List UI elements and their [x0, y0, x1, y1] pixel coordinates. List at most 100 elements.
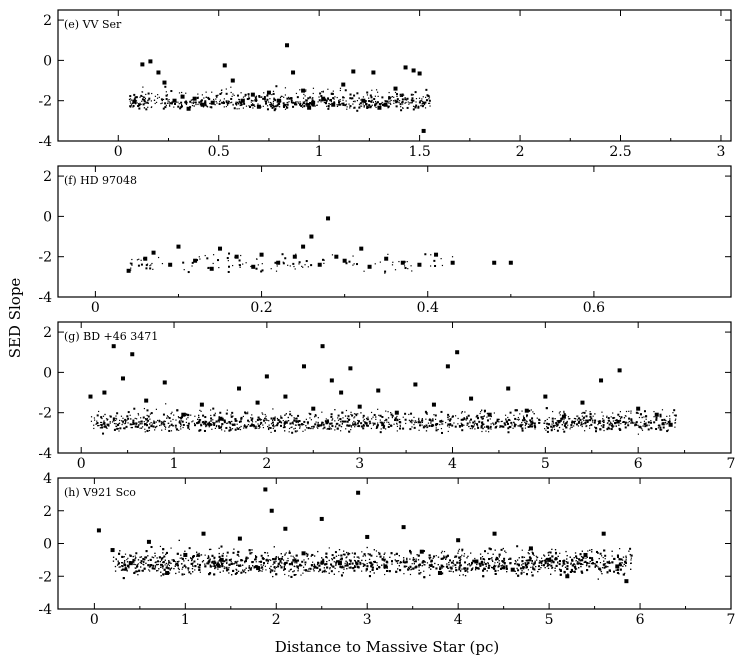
scatter-dot: [168, 572, 171, 574]
scatter-dot: [303, 420, 306, 423]
scatter-dot: [150, 546, 153, 549]
scatter-dot: [146, 414, 148, 417]
scatter-dot: [310, 564, 313, 567]
scatter-dot: [122, 577, 125, 580]
scatter-dot: [469, 422, 471, 424]
scatter-dot: [328, 106, 330, 108]
scatter-dot: [175, 428, 178, 431]
scatter-dot: [467, 414, 470, 417]
scatter-dot: [296, 562, 298, 564]
scatter-dot: [212, 422, 215, 425]
x-tick-label: 4: [454, 612, 463, 628]
scatter-dot: [581, 571, 584, 574]
scatter-dot: [137, 264, 140, 267]
scatter-dot: [170, 430, 173, 432]
scatter-dot: [288, 101, 290, 103]
scatter-dot: [534, 425, 537, 428]
scatter-dot: [238, 420, 241, 423]
scatter-dot: [334, 429, 336, 431]
scatter-dot: [394, 417, 397, 420]
scatter-dot: [483, 415, 485, 417]
scatter-dot: [445, 557, 447, 559]
scatter-dot: [230, 86, 232, 88]
scatter-dot: [376, 426, 379, 429]
scatter-dot: [350, 413, 352, 416]
scatter-dot: [424, 410, 427, 413]
scatter-dot: [121, 562, 123, 564]
scatter-dot: [580, 555, 583, 558]
scatter-dot: [662, 426, 665, 429]
scatter-dot: [177, 567, 180, 569]
scatter-dot: [342, 572, 344, 574]
scatter-dot: [455, 569, 458, 572]
scatter-dot: [562, 428, 564, 430]
data-point: [210, 100, 215, 105]
scatter-dot: [603, 566, 606, 569]
scatter-dot: [290, 99, 293, 102]
scatter-dot: [275, 566, 277, 568]
scatter-dot: [279, 564, 282, 567]
scatter-dot: [312, 425, 315, 428]
scatter-dot: [148, 566, 151, 568]
scatter-dot: [205, 105, 207, 107]
scatter-dot: [651, 428, 653, 430]
scatter-dot: [236, 420, 238, 422]
scatter-dot: [100, 421, 103, 424]
scatter-dot: [620, 558, 623, 561]
scatter-dot: [585, 425, 587, 428]
scatter-dot: [118, 566, 120, 568]
scatter-dot: [571, 420, 573, 422]
scatter-dot: [609, 570, 611, 572]
scatter-dot: [171, 101, 173, 103]
scatter-dot: [424, 426, 426, 428]
scatter-dot: [412, 567, 415, 570]
scatter-dot: [362, 427, 365, 430]
scatter-dot: [256, 419, 259, 422]
scatter-dot: [294, 418, 296, 420]
scatter-dot: [541, 564, 543, 566]
scatter-dot: [260, 564, 262, 566]
scatter-dot: [557, 420, 560, 423]
scatter-dot: [316, 104, 318, 106]
scatter-dot: [168, 564, 170, 567]
scatter-dot: [435, 424, 437, 427]
scatter-dot: [573, 557, 575, 559]
scatter-dot: [219, 101, 221, 103]
scatter-dot: [355, 563, 358, 566]
scatter-dot: [167, 100, 169, 102]
scatter-dot: [403, 557, 405, 559]
scatter-dot: [334, 409, 336, 411]
scatter-dot: [461, 568, 463, 570]
scatter-dot: [167, 102, 169, 104]
scatter-dot: [169, 105, 171, 107]
scatter-dot: [366, 424, 369, 427]
scatter-dot: [178, 417, 180, 419]
scatter-dot: [661, 423, 664, 426]
scatter-dot: [432, 565, 435, 568]
scatter-dot: [498, 553, 501, 556]
scatter-dot: [501, 564, 504, 566]
scatter-dot: [430, 568, 432, 570]
scatter-dot: [550, 562, 552, 564]
scatter-dot: [273, 561, 276, 564]
scatter-dot: [117, 560, 119, 562]
scatter-dot: [175, 562, 177, 565]
scatter-dot: [574, 552, 577, 554]
scatter-dot: [253, 559, 256, 561]
scatter-dot: [262, 413, 264, 415]
scatter-dot: [370, 427, 373, 430]
data-point: [321, 96, 326, 101]
scatter-dot: [380, 103, 382, 105]
scatter-dot: [464, 567, 467, 570]
scatter-dot: [369, 94, 372, 97]
data-point: [371, 70, 376, 75]
scatter-dot: [441, 572, 444, 575]
scatter-dot: [163, 568, 166, 571]
scatter-dot: [592, 419, 594, 421]
scatter-dot: [145, 424, 148, 427]
scatter-dot: [514, 560, 517, 562]
scatter-dot: [591, 562, 594, 565]
scatter-dot: [194, 565, 197, 568]
scatter-dot: [223, 106, 225, 108]
scatter-dot: [142, 86, 144, 88]
